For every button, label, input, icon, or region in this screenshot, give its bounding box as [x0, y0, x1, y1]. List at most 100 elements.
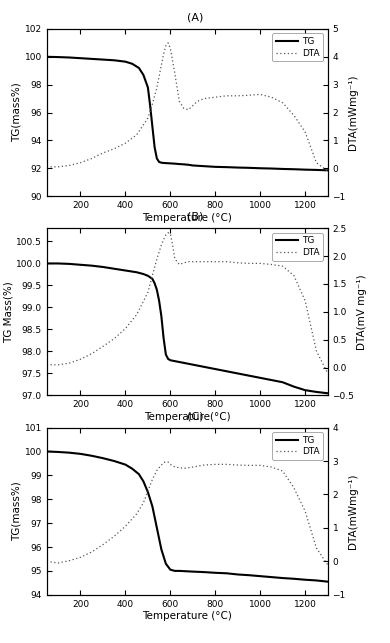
TG — [101, 56, 105, 64]
TG — [101, 263, 105, 271]
TG — [123, 267, 128, 275]
TG — [145, 272, 150, 280]
TG — [213, 569, 218, 577]
DTA — [134, 311, 139, 318]
DTA — [134, 131, 139, 139]
DTA — [112, 335, 117, 343]
TG — [236, 164, 240, 172]
TG — [258, 572, 262, 580]
DTA — [101, 343, 105, 350]
DTA — [159, 61, 164, 69]
DTA — [181, 259, 186, 267]
DTA — [186, 106, 191, 114]
DTA — [195, 98, 200, 105]
Y-axis label: DTA(mWmg⁻¹): DTA(mWmg⁻¹) — [349, 473, 358, 549]
DTA — [303, 128, 307, 136]
TG — [150, 275, 155, 283]
TG — [258, 165, 262, 172]
TG — [44, 448, 49, 455]
Y-axis label: DTA(mV mg⁻¹): DTA(mV mg⁻¹) — [357, 274, 367, 350]
TG — [168, 566, 173, 574]
TG — [177, 567, 182, 575]
DTA — [150, 476, 155, 484]
TG — [157, 158, 161, 166]
TG — [154, 286, 159, 294]
TG — [136, 470, 141, 478]
DTA — [280, 467, 285, 475]
TG — [325, 578, 330, 586]
TG — [170, 159, 175, 167]
DTA — [112, 532, 117, 540]
DTA — [269, 93, 274, 101]
Text: (A): (A) — [187, 12, 203, 23]
TG — [130, 60, 135, 68]
DTA — [213, 460, 218, 468]
TG — [67, 449, 72, 457]
TG — [213, 163, 218, 171]
DTA — [159, 241, 164, 249]
TG — [56, 260, 60, 267]
DTA — [166, 458, 170, 466]
DTA — [258, 462, 262, 469]
TG — [172, 567, 177, 575]
DTA — [89, 155, 94, 163]
TG — [152, 280, 157, 287]
DTA — [159, 461, 164, 469]
Line: DTA: DTA — [47, 233, 328, 373]
TG — [159, 159, 164, 167]
DTA — [101, 149, 105, 157]
TG — [258, 374, 262, 382]
TG — [123, 58, 128, 66]
DTA — [213, 258, 218, 266]
TG — [89, 55, 94, 63]
DTA — [190, 102, 195, 109]
TG — [303, 386, 307, 394]
DTA — [186, 258, 191, 266]
Legend: TG, DTA: TG, DTA — [272, 432, 323, 460]
DTA — [56, 163, 60, 170]
DTA — [161, 235, 166, 243]
TG — [152, 143, 157, 151]
Line: DTA: DTA — [47, 462, 328, 565]
DTA — [181, 464, 186, 472]
TG — [175, 358, 179, 365]
TG — [89, 262, 94, 269]
DTA — [314, 347, 319, 355]
TG — [280, 378, 285, 386]
TG — [145, 488, 150, 496]
DTA — [325, 167, 330, 175]
DTA — [161, 50, 166, 58]
TG — [161, 334, 166, 342]
DTA — [224, 460, 229, 468]
TG — [181, 567, 186, 575]
DTA — [236, 92, 240, 100]
TG — [202, 363, 206, 371]
TG — [224, 367, 229, 375]
DTA — [141, 499, 146, 507]
TG — [161, 159, 166, 167]
DTA — [44, 163, 49, 170]
TG — [148, 102, 152, 109]
TG — [163, 560, 168, 568]
DTA — [145, 487, 150, 495]
TG — [224, 163, 229, 171]
TG — [236, 370, 240, 377]
Line: DTA: DTA — [47, 43, 328, 171]
TG — [56, 53, 60, 61]
DTA — [145, 114, 150, 122]
TG — [67, 260, 72, 267]
DTA — [78, 356, 83, 363]
DTA — [177, 464, 182, 471]
DTA — [325, 561, 330, 568]
Y-axis label: DTA(mWmg⁻¹): DTA(mWmg⁻¹) — [349, 75, 358, 150]
DTA — [123, 325, 128, 332]
Line: TG: TG — [47, 264, 328, 394]
DTA — [163, 458, 168, 466]
TG — [190, 161, 195, 169]
X-axis label: Temperature(°C): Temperature(°C) — [144, 412, 230, 422]
DTA — [163, 231, 168, 239]
DTA — [172, 255, 177, 263]
TG — [78, 55, 83, 62]
TG — [78, 261, 83, 269]
TG — [141, 71, 146, 79]
